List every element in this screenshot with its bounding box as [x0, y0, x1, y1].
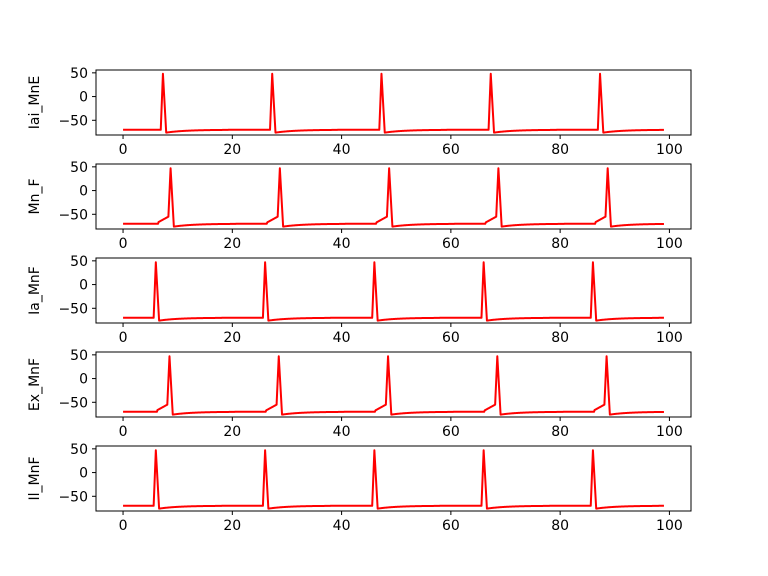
- y-tick-label: 50: [70, 66, 88, 82]
- axes-frame: [95, 163, 692, 230]
- x-tick-label: 20: [223, 236, 241, 252]
- axes-frame: [95, 69, 692, 136]
- x-tick-label: 60: [442, 518, 460, 534]
- y-tick-label: 0: [79, 466, 88, 482]
- x-tick-label: 0: [119, 236, 128, 252]
- subplot-ia-mnf: 0 20 40 60 80 100 50 0 −50 Ia_MnF: [27, 254, 692, 346]
- subplot-ex-mnf: 0 20 40 60 80 100 50 0 −50 Ex_MnF: [27, 348, 692, 440]
- y-tick-label: 0: [79, 184, 88, 200]
- series-line: [122, 72, 665, 134]
- x-tick-label: 100: [656, 518, 683, 534]
- y-tick-label: 0: [79, 372, 88, 388]
- subplot-iai-mne: 0 20 40 60 80 100 50 0 −50 Iai_MnE: [27, 66, 692, 158]
- x-tick-label: 80: [551, 518, 569, 534]
- x-tick-label: 0: [119, 424, 128, 440]
- y-tick-label: 50: [70, 348, 88, 364]
- subplot-mn-f: 0 20 40 60 80 100 50 0 −50 Mn_F: [27, 160, 692, 252]
- x-tick-label: 0: [119, 330, 128, 346]
- x-tick-label: 40: [333, 236, 351, 252]
- y-axis-label: Mn_F: [27, 178, 43, 214]
- y-tick-label: 50: [70, 254, 88, 270]
- axes-frame: [95, 351, 692, 418]
- x-tick-label: 80: [551, 236, 569, 252]
- y-tick-label: 0: [79, 278, 88, 294]
- y-axis-label: Ex_MnF: [27, 358, 43, 411]
- x-tick-label: 80: [551, 330, 569, 346]
- subplot-il-mnf: 0 20 40 60 80 100 50 0 −50 Il_MnF: [27, 442, 692, 534]
- x-tick-label: 60: [442, 424, 460, 440]
- x-tick-label: 0: [119, 518, 128, 534]
- series-line: [122, 355, 665, 416]
- x-tick-label: 40: [333, 330, 351, 346]
- x-tick-label: 40: [333, 424, 351, 440]
- y-tick-label: −50: [58, 489, 88, 505]
- axes-frame: [95, 257, 692, 324]
- y-tick-label: −50: [58, 207, 88, 223]
- x-tick-label: 20: [223, 424, 241, 440]
- x-tick-label: 100: [656, 424, 683, 440]
- x-tick-label: 60: [442, 142, 460, 158]
- y-tick-label: −50: [58, 301, 88, 317]
- x-tick-label: 60: [442, 236, 460, 252]
- y-tick-label: 50: [70, 442, 88, 458]
- x-tick-label: 20: [223, 330, 241, 346]
- x-tick-label: 80: [551, 424, 569, 440]
- y-axis-label: Iai_MnE: [27, 76, 43, 129]
- axes-frame: [95, 445, 692, 512]
- series-line: [122, 167, 665, 228]
- x-tick-label: 0: [119, 142, 128, 158]
- x-tick-label: 20: [223, 518, 241, 534]
- series-line: [122, 449, 665, 510]
- y-tick-label: −50: [58, 113, 88, 129]
- x-tick-label: 40: [333, 518, 351, 534]
- y-tick-label: 0: [79, 90, 88, 106]
- x-tick-label: 80: [551, 142, 569, 158]
- x-tick-label: 20: [223, 142, 241, 158]
- x-tick-label: 100: [656, 142, 683, 158]
- y-axis-label: Ia_MnF: [27, 266, 43, 315]
- series-line: [122, 261, 665, 322]
- x-tick-label: 40: [333, 142, 351, 158]
- x-tick-label: 60: [442, 330, 460, 346]
- x-tick-label: 100: [656, 330, 683, 346]
- y-tick-label: 50: [70, 160, 88, 176]
- x-tick-label: 100: [656, 236, 683, 252]
- y-tick-label: −50: [58, 395, 88, 411]
- y-axis-label: Il_MnF: [27, 456, 43, 500]
